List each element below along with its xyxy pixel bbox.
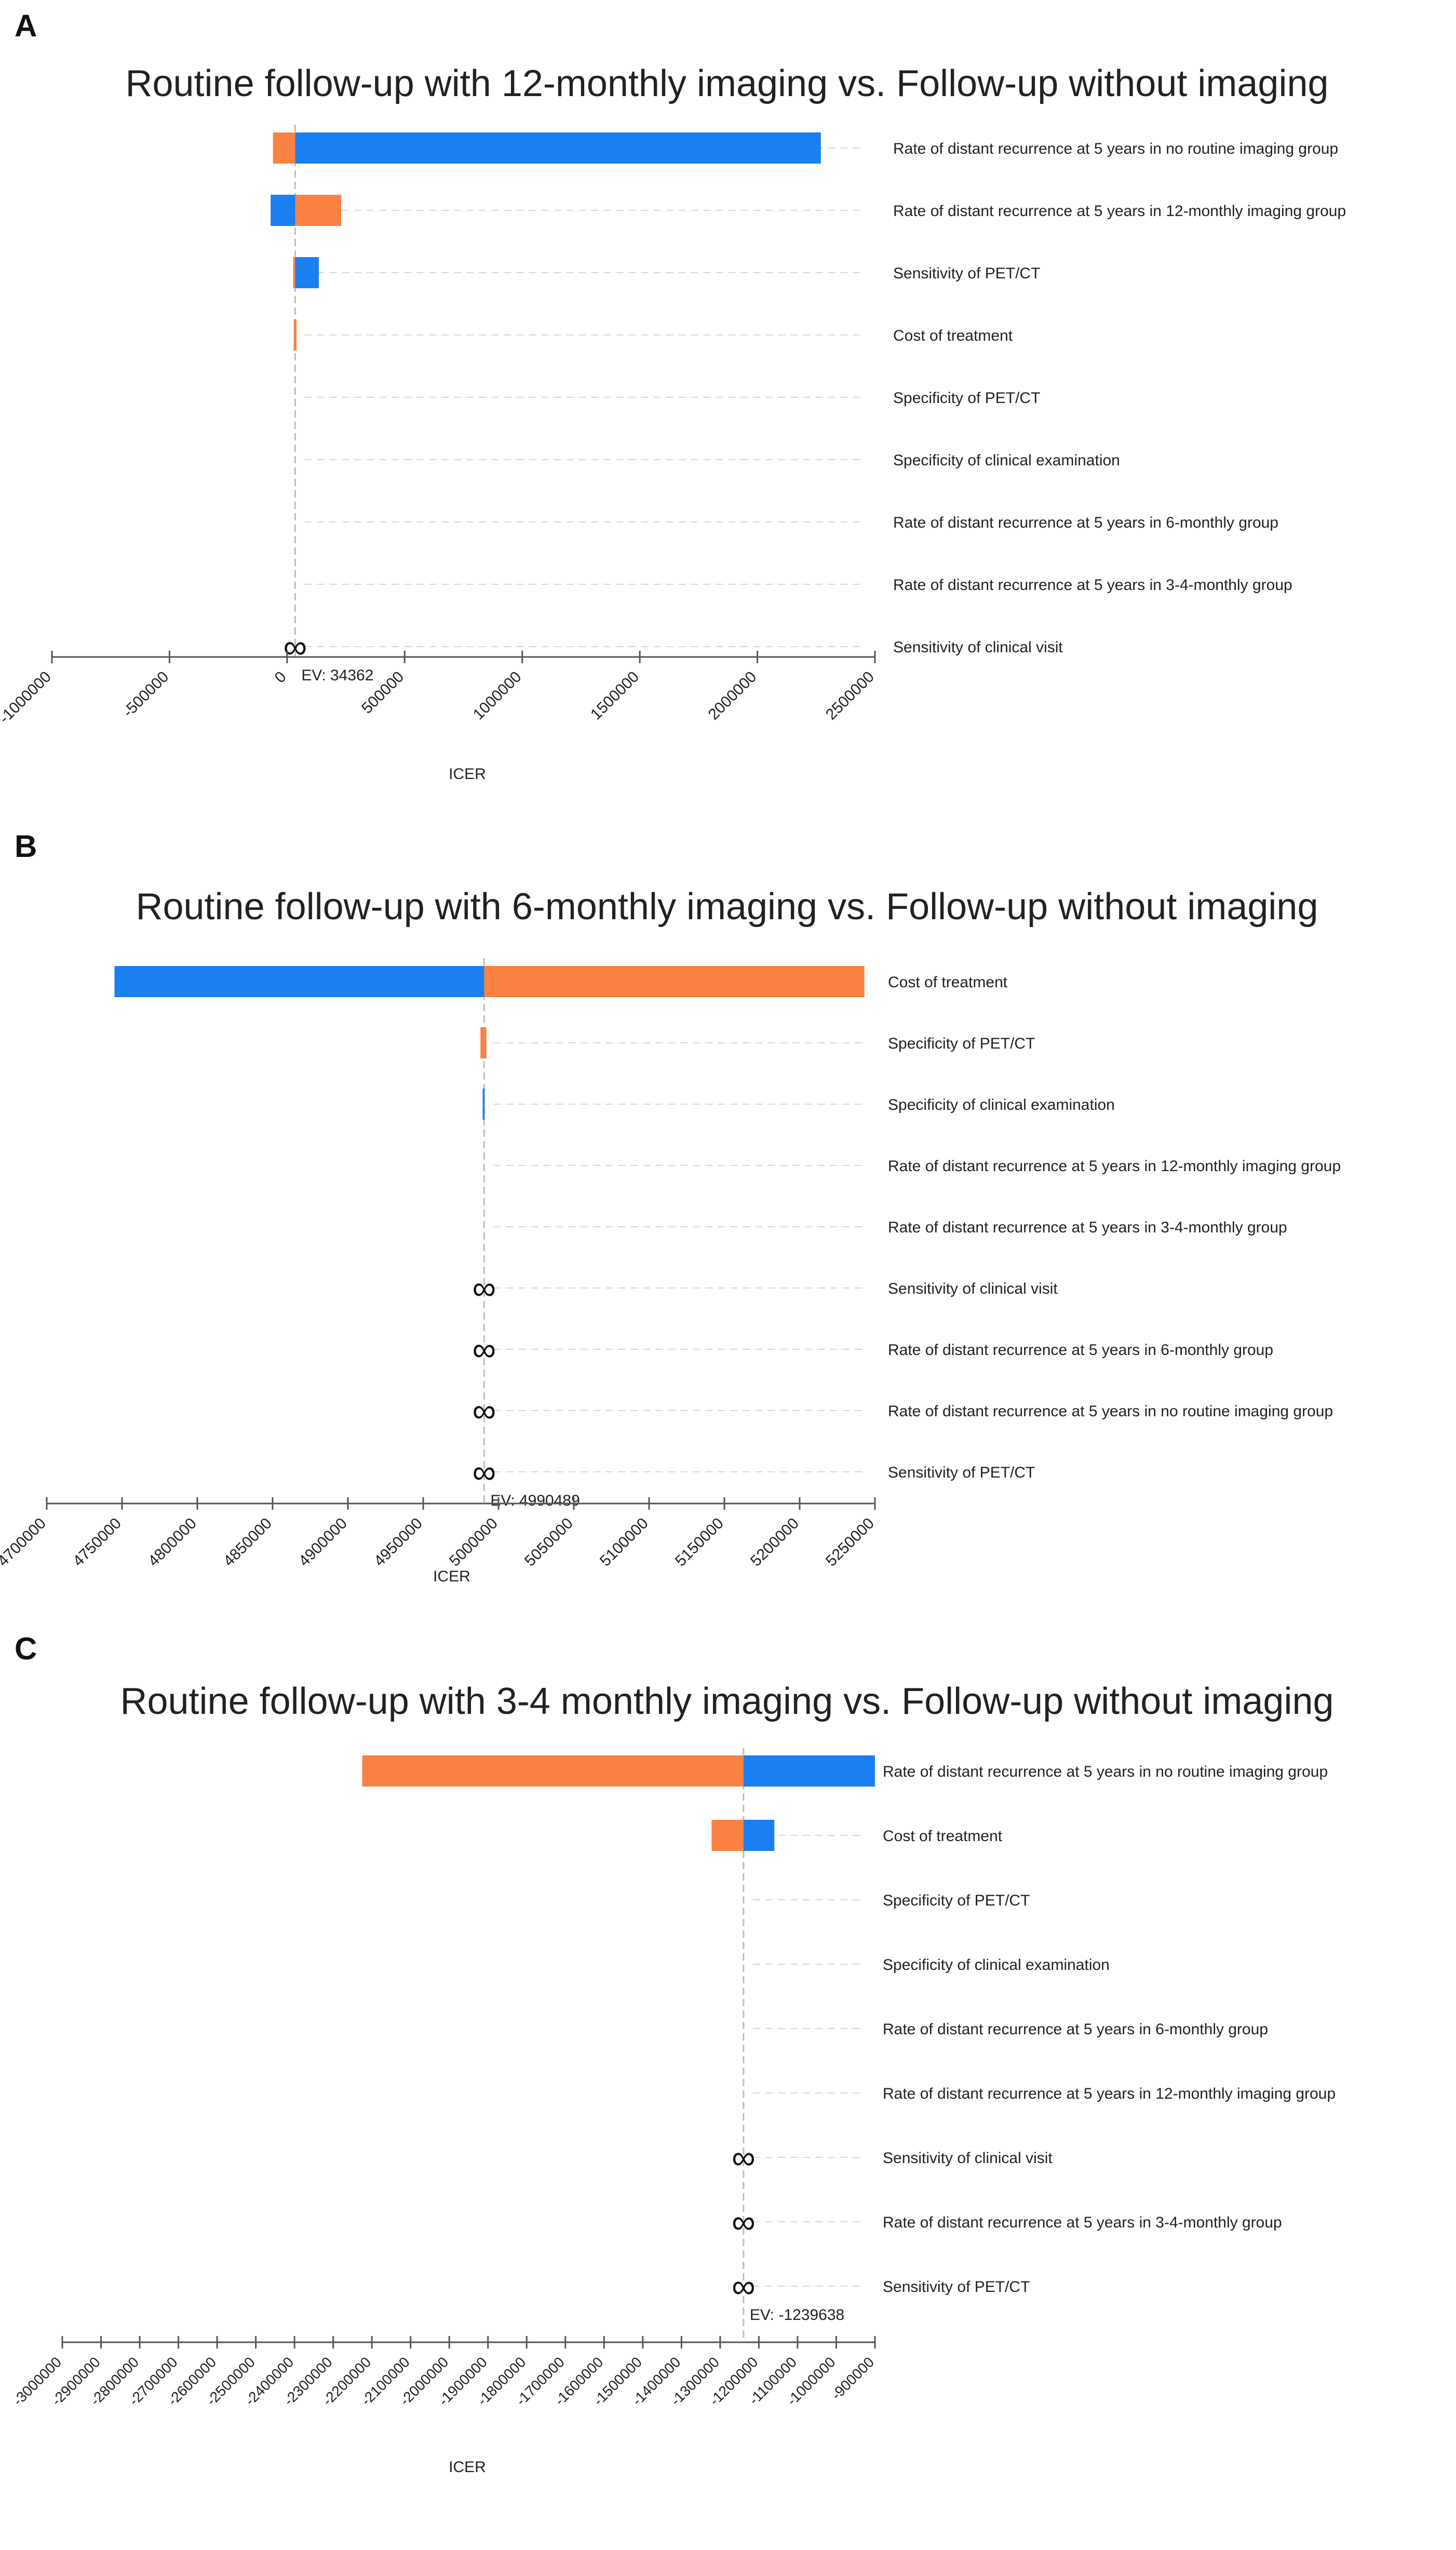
bar-blue — [271, 195, 295, 226]
row-label: Rate of distant recurrence at 5 years in… — [888, 1403, 1333, 1420]
row-label: Cost of treatment — [883, 1828, 1003, 1845]
row-label: Sensitivity of PET/CT — [888, 1464, 1035, 1481]
x-tick-label: 2500000 — [823, 668, 878, 723]
row-label: Rate of distant recurrence at 5 years in… — [883, 1763, 1328, 1780]
bar-orange — [480, 1027, 487, 1058]
row-label: Cost of treatment — [888, 974, 1008, 991]
chart-title-a: Routine follow-up with 12-monthly imagin… — [125, 63, 1328, 104]
row-label: Specificity of PET/CT — [888, 1035, 1035, 1052]
x-axis-label: ICER — [449, 2459, 486, 2476]
row-label: Specificity of clinical examination — [893, 452, 1120, 469]
infinity-marker: ∞ — [473, 1331, 496, 1368]
x-tick-label: 4700000 — [0, 1515, 49, 1570]
infinity-marker: ∞ — [473, 1392, 496, 1429]
x-tick-label: 4850000 — [220, 1515, 275, 1570]
row-label: Rate of distant recurrence at 5 years in… — [883, 2214, 1282, 2231]
bar-blue — [114, 966, 484, 997]
row-label: Sensitivity of clinical visit — [883, 2150, 1053, 2167]
tornado-chart-c: Rate of distant recurrence at 5 years in… — [10, 1748, 1336, 2476]
row-label: Cost of treatment — [893, 327, 1013, 344]
panel-letter-a: A — [15, 8, 37, 43]
x-tick-label: -1000000 — [0, 668, 55, 727]
x-tick-label: 4950000 — [371, 1515, 426, 1570]
bar-blue — [743, 1755, 875, 1787]
x-tick-label: 5050000 — [521, 1515, 576, 1570]
bar-orange — [293, 257, 295, 288]
x-tick-label: 5200000 — [747, 1515, 802, 1570]
panel-letter-b: B — [15, 829, 37, 864]
row-label: Sensitivity of PET/CT — [883, 2278, 1030, 2296]
bar-blue — [295, 257, 319, 288]
tornado-chart-b: Cost of treatment Specificity of PET/CT Sp… — [0, 958, 1341, 1585]
x-tick-label: 5000000 — [446, 1515, 501, 1570]
x-tick-label: 4800000 — [145, 1515, 200, 1570]
ev-label: EV: 4990489 — [490, 1492, 579, 1509]
bar-orange — [273, 132, 295, 164]
row-label: Rate of distant recurrence at 5 years in… — [893, 140, 1338, 157]
x-tick-label: 1000000 — [470, 668, 525, 723]
row-label: Sensitivity of clinical visit — [893, 639, 1063, 656]
bar-blue — [482, 1089, 485, 1120]
bar-blue — [295, 132, 821, 164]
x-tick-label: 2000000 — [705, 668, 760, 723]
row-label: Rate of distant recurrence at 5 years in… — [883, 2085, 1336, 2102]
panel-c: C Routine follow-up with 3-4 monthly ima… — [10, 1631, 1336, 2476]
x-tick-label: 5150000 — [672, 1515, 727, 1570]
x-tick-label: 4900000 — [295, 1515, 350, 1570]
panel-letter-c: C — [15, 1631, 37, 1666]
row-label: Sensitivity of PET/CT — [893, 265, 1040, 282]
ev-label: EV: -1239638 — [750, 2306, 844, 2324]
bar-orange — [293, 319, 296, 351]
row-label: Rate of distant recurrence at 5 years in… — [893, 576, 1292, 594]
bar-orange — [711, 1820, 744, 1851]
row-label: Rate of distant recurrence at 5 years in… — [883, 2021, 1268, 2038]
bar-orange — [295, 195, 342, 226]
chart-title-c: Routine follow-up with 3-4 monthly imagi… — [120, 1681, 1333, 1722]
infinity-marker: ∞ — [732, 2203, 756, 2240]
x-tick-label: 5250000 — [823, 1515, 878, 1570]
row-label: Specificity of clinical examination — [883, 1956, 1110, 1974]
row-label: Specificity of clinical examination — [888, 1096, 1115, 1113]
x-tick-label: -500000 — [119, 668, 172, 721]
panel-b: B Routine follow-up with 6-monthly imagi… — [0, 829, 1341, 1585]
chart-title-b: Routine follow-up with 6-monthly imaging… — [136, 886, 1318, 928]
infinity-marker: ∞ — [473, 1453, 496, 1491]
row-label: Rate of distant recurrence at 5 years in… — [888, 1158, 1341, 1175]
x-tick-label: 0 — [272, 668, 290, 687]
panel-a: A Routine follow-up with 12-monthly imag… — [0, 8, 1346, 783]
row-label: Rate of distant recurrence at 5 years in… — [888, 1341, 1273, 1359]
infinity-marker: ∞ — [732, 2139, 756, 2176]
bar-orange — [362, 1755, 744, 1787]
bar-orange — [484, 966, 865, 997]
infinity-marker: ∞ — [473, 1269, 496, 1307]
bar-blue — [743, 1820, 775, 1851]
row-label: Specificity of PET/CT — [883, 1892, 1030, 1909]
x-axis-label: ICER — [449, 766, 486, 783]
x-tick-label: 1500000 — [587, 668, 642, 723]
row-label: Sensitivity of clinical visit — [888, 1280, 1058, 1297]
row-label: Rate of distant recurrence at 5 years in… — [888, 1219, 1287, 1236]
x-axis-label: ICER — [433, 1568, 470, 1585]
row-label: Specificity of PET/CT — [893, 390, 1040, 407]
row-label: Rate of distant recurrence at 5 years in… — [893, 203, 1346, 220]
row-label: Rate of distant recurrence at 5 years in… — [893, 514, 1278, 531]
tornado-chart-a: Rate of distant recurrence at 5 years in… — [0, 125, 1346, 783]
x-tick-label: 4750000 — [70, 1515, 125, 1570]
ev-label: EV: 34362 — [301, 667, 373, 684]
x-tick-label: 5100000 — [597, 1515, 652, 1570]
x-tick-label: -900000 — [828, 2354, 878, 2403]
infinity-marker: ∞ — [732, 2267, 756, 2305]
